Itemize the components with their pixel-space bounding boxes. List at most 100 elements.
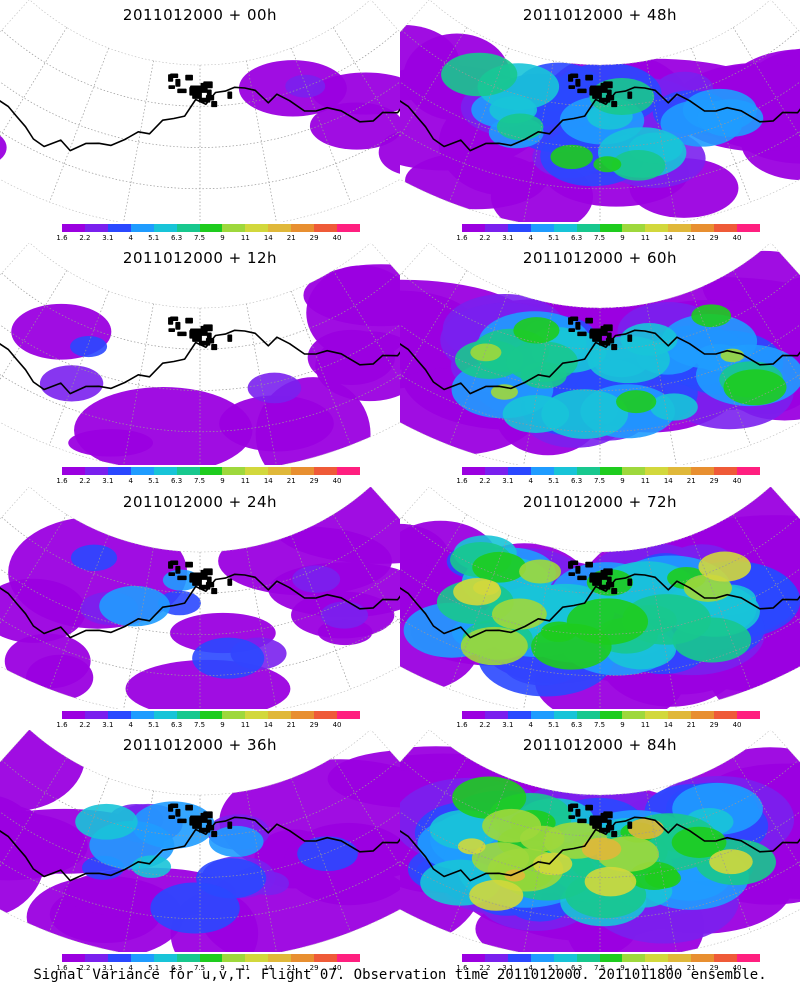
colorbar-label: 6.3	[571, 964, 583, 972]
colorbar-label: 14	[663, 964, 673, 972]
colorbar-swatch	[691, 954, 715, 962]
figure-caption: Signal Variance for u,v,T. Flight 07. Ob…	[33, 967, 767, 983]
colorbar-swatch	[291, 467, 315, 475]
graticule	[0, 757, 400, 952]
colorbar-label: 21	[686, 477, 696, 485]
colorbar-label: 6.3	[171, 964, 183, 972]
panel-title: 2011012000 + 12h	[122, 249, 278, 267]
colorbar-label: 11	[240, 721, 250, 729]
colorbar-swatch	[737, 467, 761, 475]
colorbar-label: 21	[286, 234, 296, 242]
colorbar-label: 14	[263, 477, 273, 485]
colorbar-swatch	[668, 224, 692, 232]
colorbar-label: 11	[240, 234, 250, 242]
colorbar-swatch	[553, 954, 578, 962]
colorbar-swatch	[130, 954, 155, 962]
colorbar-label: 5.1	[548, 721, 560, 729]
colorbar-label: 2.2	[479, 234, 491, 242]
forecast-panel: 2011012000 + 24h 1.6 2.2 3.1 4 5.1 6.3 7.5 9 11 14…	[0, 487, 400, 730]
colorbar-label: 5.1	[548, 477, 560, 485]
colorbar-label: 29	[309, 234, 319, 242]
colorbar-label: 7.5	[193, 234, 206, 242]
colorbar-swatch	[176, 954, 201, 962]
colorbar-swatch	[245, 467, 269, 475]
colorbar-swatch	[199, 711, 223, 719]
colorbar-swatch	[222, 467, 246, 475]
colorbar-label: 14	[263, 234, 273, 242]
colorbar-label: 1.6	[56, 964, 68, 972]
colorbar-swatch	[268, 711, 292, 719]
colorbar-swatch	[484, 954, 509, 962]
colorbar-swatch	[507, 224, 532, 232]
colorbar-swatch	[291, 224, 315, 232]
colorbar-label: 2.2	[479, 964, 491, 972]
colorbar-swatch	[314, 467, 338, 475]
colorbar-label: 21	[686, 964, 696, 972]
colorbar-swatch	[530, 954, 555, 962]
colorbar-swatch	[199, 467, 223, 475]
colorbar-swatch	[62, 954, 86, 962]
colorbar-label: 40	[732, 234, 742, 242]
colorbar-swatch	[576, 224, 601, 232]
map-boundary	[400, 0, 800, 222]
colorbar-label: 40	[732, 964, 742, 972]
colorbar-label: 7.5	[593, 964, 606, 972]
colorbar-label: 4	[528, 964, 533, 972]
colorbar-label: 2.2	[79, 964, 91, 972]
map-boundary	[400, 243, 800, 465]
colorbar-swatch	[84, 467, 109, 475]
colorbar-swatch	[576, 711, 601, 719]
colorbar-label: 4	[128, 477, 133, 485]
coastline	[400, 73, 800, 152]
graticule	[0, 514, 400, 709]
panel-title: 2011012000 + 24h	[122, 493, 278, 511]
variance-map	[0, 0, 400, 222]
colorbar-label: 5.1	[148, 964, 160, 972]
colorbar-label: 7.5	[593, 234, 606, 242]
colorbar-label: 29	[709, 234, 719, 242]
colorbar-swatch	[222, 954, 246, 962]
colorbar-label: 6.3	[571, 234, 583, 242]
colorbar-label: 5.1	[148, 477, 160, 485]
colorbar-label: 21	[286, 964, 296, 972]
coastline	[400, 560, 800, 639]
colorbar-label: 11	[640, 234, 650, 242]
coastline	[0, 560, 400, 639]
panel-title: 2011012000 + 72h	[522, 493, 678, 511]
colorbar-swatch	[107, 467, 132, 475]
colorbar-swatch	[176, 224, 201, 232]
colorbar-swatch	[153, 224, 178, 232]
colorbar-label: 40	[332, 964, 342, 972]
colorbar-label: 2.2	[479, 721, 491, 729]
colorbar-label: 4	[528, 721, 533, 729]
colorbar-label: 7.5	[193, 477, 206, 485]
colorbar-swatch	[737, 224, 761, 232]
variance-map	[0, 730, 400, 952]
panel-title: 2011012000 + 84h	[522, 736, 678, 754]
colorbar-label: 4	[528, 234, 533, 242]
colorbar-label: 29	[709, 477, 719, 485]
colorbar-swatch	[62, 711, 86, 719]
forecast-panel: 2011012000 + 12h 1.6 2.2 3.1 4 5.1 6.3 7.5 9 11 14…	[0, 243, 400, 486]
graticule	[0, 27, 400, 222]
coastline	[400, 316, 800, 395]
colorbar-swatch	[337, 711, 361, 719]
colorbar-swatch	[507, 954, 532, 962]
colorbar-swatch	[737, 711, 761, 719]
colorbar-label: 6.3	[171, 234, 183, 242]
colorbar-label: 9	[620, 234, 625, 242]
colorbar-swatch	[530, 711, 555, 719]
colorbar-swatch	[553, 224, 578, 232]
colorbar-swatch	[107, 711, 132, 719]
colorbar-label: 3.1	[502, 721, 514, 729]
colorbar-swatch	[691, 711, 715, 719]
colorbar-label: 7.5	[193, 721, 206, 729]
colorbar-label: 40	[332, 234, 342, 242]
colorbar-swatch	[530, 224, 555, 232]
colorbar-label: 40	[732, 477, 742, 485]
colorbar-swatch	[314, 224, 338, 232]
colorbar-label: 9	[620, 721, 625, 729]
map-boundary	[400, 487, 800, 709]
colorbar-swatch	[107, 224, 132, 232]
colorbar-swatch	[337, 467, 361, 475]
